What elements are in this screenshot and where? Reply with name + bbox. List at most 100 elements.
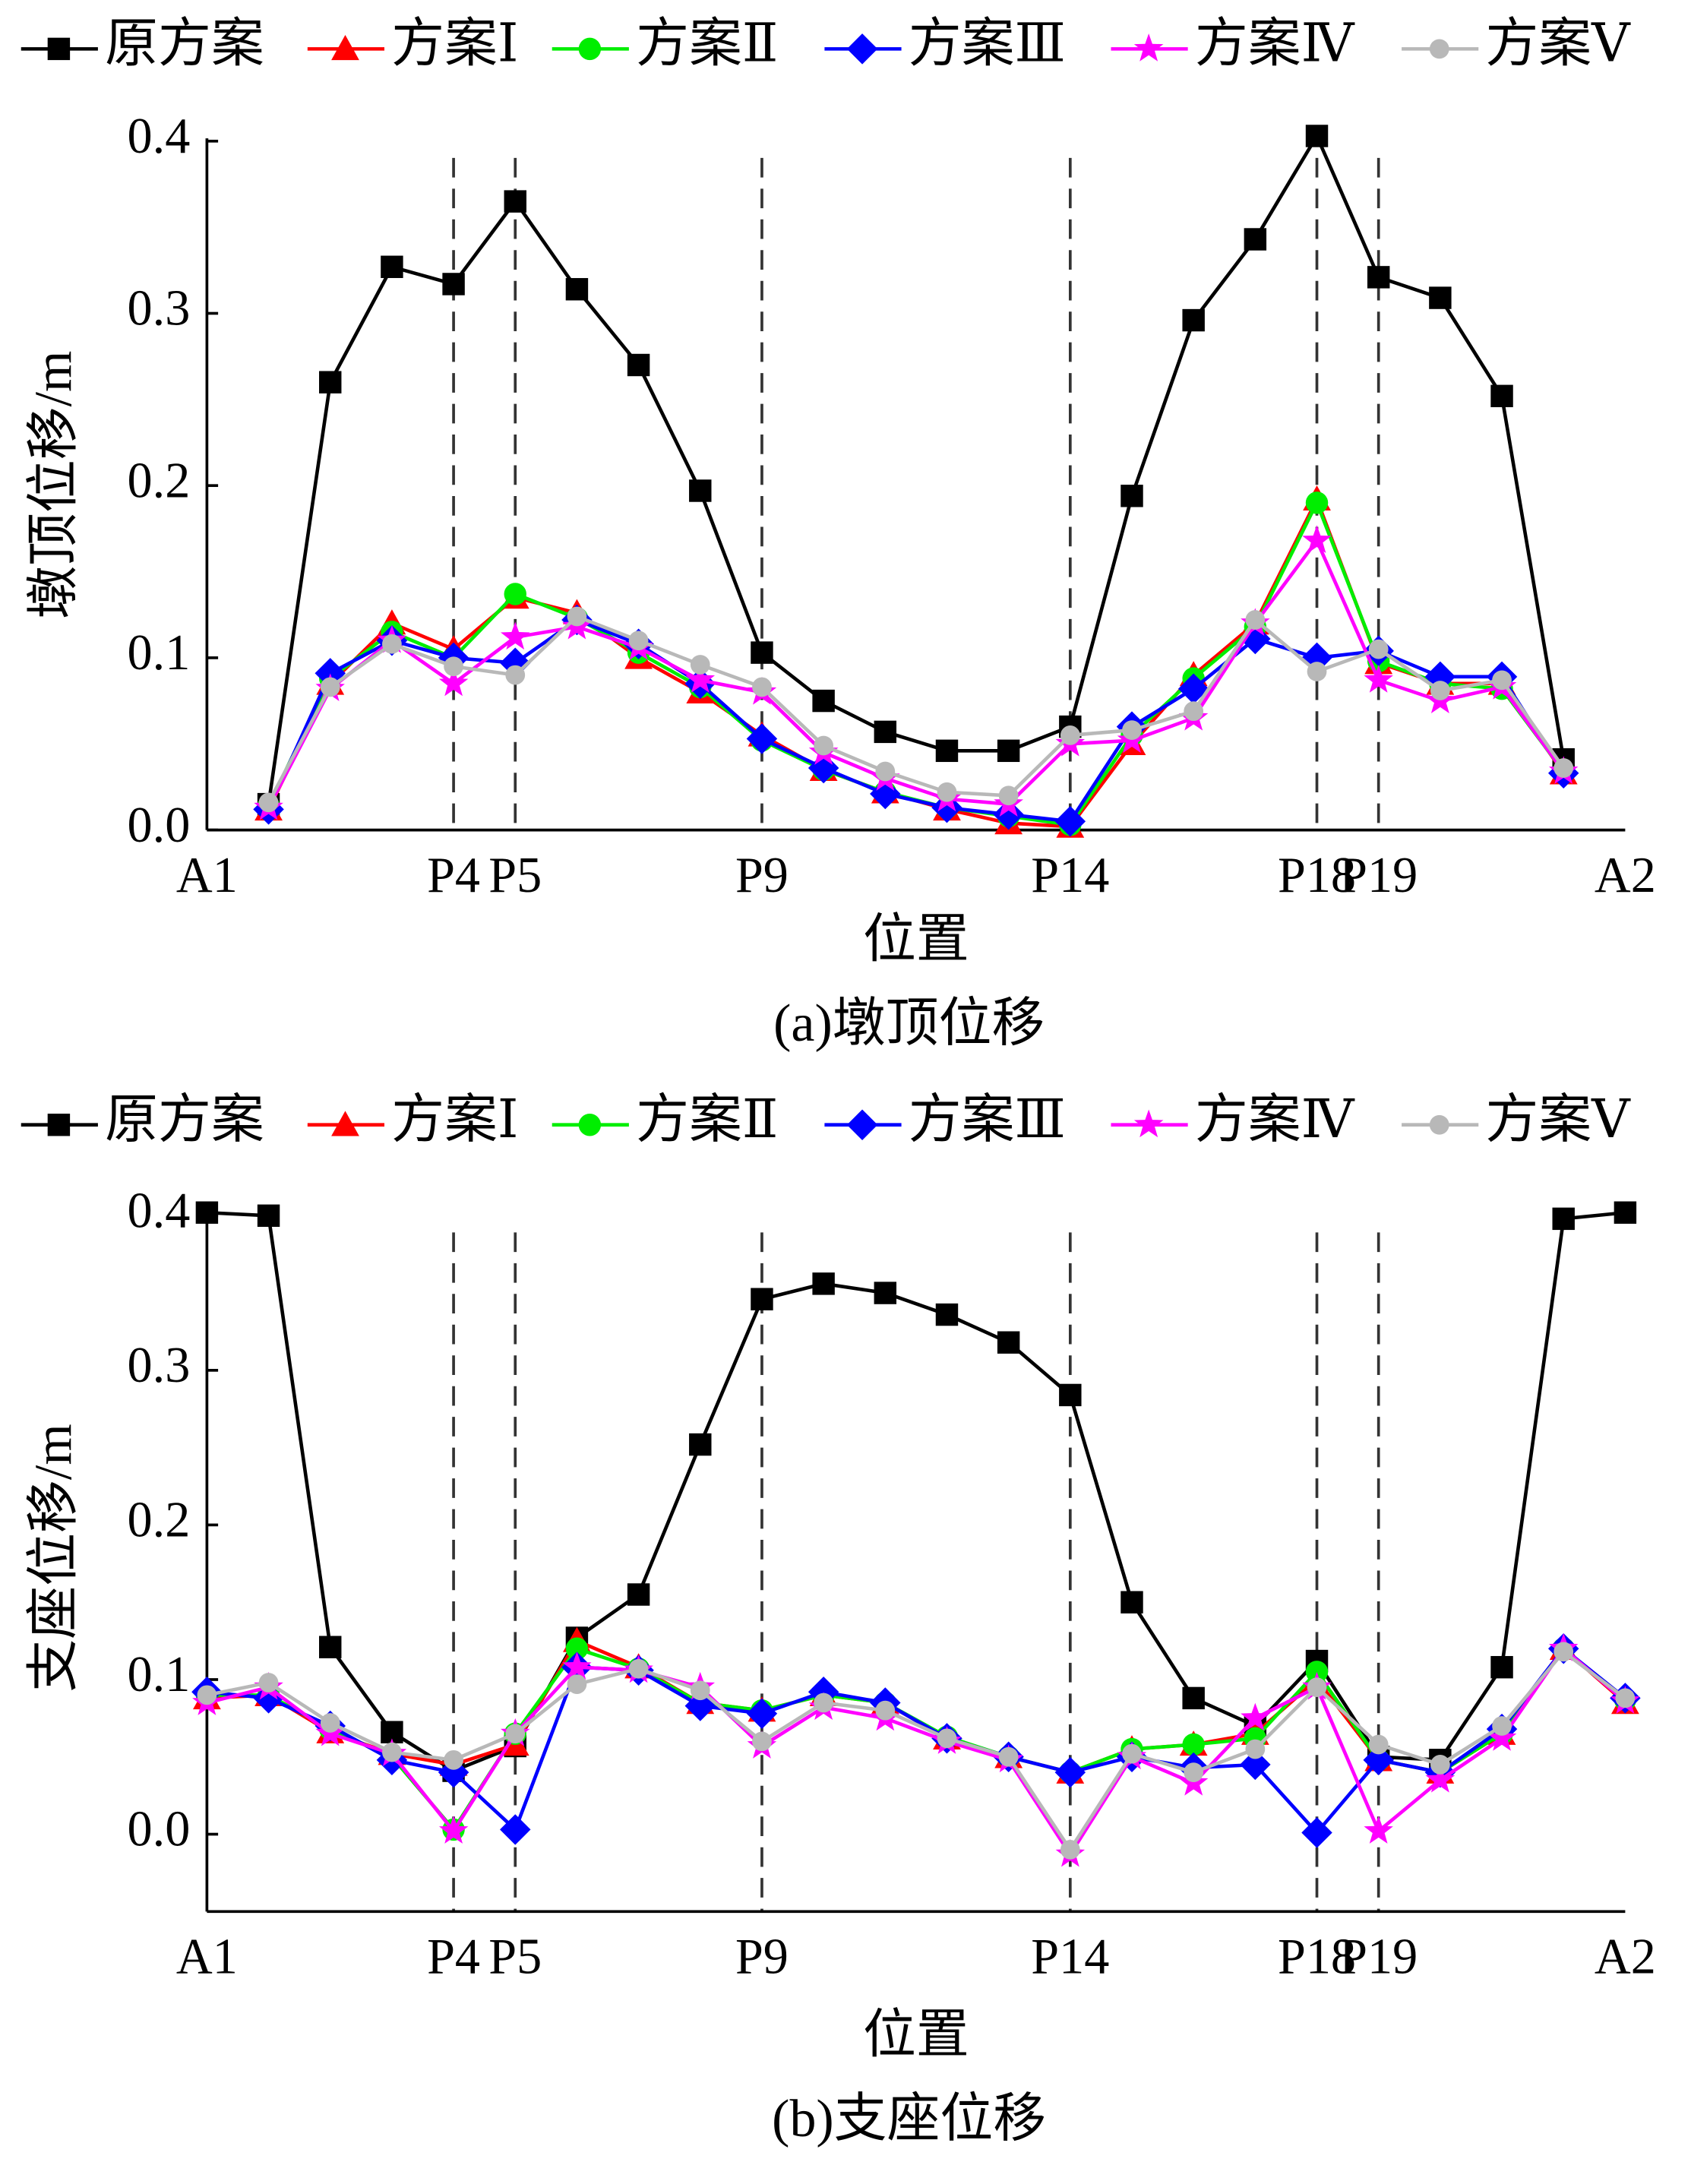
marker: [1367, 266, 1390, 289]
marker: [752, 677, 772, 697]
marker: [1614, 1201, 1637, 1224]
marker: [689, 1433, 712, 1456]
x-tick-label: A2: [1595, 1930, 1656, 1985]
x-tick-label: P14: [1031, 1930, 1109, 1985]
marker: [874, 1282, 897, 1304]
y-tick-label: 0.0: [128, 1802, 191, 1857]
marker: [1429, 286, 1452, 309]
marker: [1241, 1702, 1270, 1731]
legend-label: 方案Ⅲ: [909, 14, 1066, 73]
marker: [1430, 1755, 1450, 1775]
legend-marker: [846, 1109, 878, 1140]
marker: [381, 255, 403, 278]
marker: [746, 1698, 778, 1729]
marker: [1060, 725, 1080, 745]
marker: [1615, 1688, 1636, 1708]
marker: [1120, 1591, 1143, 1614]
legend-marker: [1429, 1114, 1449, 1135]
caption: (b)支座位移: [772, 2090, 1046, 2148]
marker: [1060, 1840, 1080, 1860]
marker: [1305, 125, 1329, 147]
marker: [1245, 610, 1266, 630]
y-axis-label: 支座位移/m: [24, 1424, 83, 1692]
marker: [875, 1700, 896, 1721]
x-tick-label: P4: [427, 848, 480, 903]
marker: [997, 1331, 1020, 1354]
marker: [1430, 681, 1450, 700]
marker: [814, 1693, 834, 1713]
marker: [752, 1731, 772, 1752]
marker: [935, 1303, 959, 1326]
x-tick-label: A2: [1595, 848, 1656, 903]
marker: [1552, 1207, 1575, 1231]
x-tick-label: P18: [1278, 848, 1356, 903]
marker: [567, 606, 587, 627]
series-line: [267, 131, 1566, 804]
marker: [444, 1749, 463, 1770]
marker: [1245, 1739, 1266, 1759]
marker: [504, 583, 526, 605]
marker: [1122, 1743, 1142, 1764]
marker: [504, 190, 526, 213]
marker: [1184, 701, 1204, 722]
marker: [814, 735, 834, 756]
x-tick-label: P14: [1031, 848, 1109, 903]
y-tick-label: 0.4: [128, 1183, 191, 1238]
marker: [628, 631, 649, 651]
marker: [258, 792, 279, 813]
legend-label: 方案Ⅳ: [1195, 1091, 1355, 1149]
legend-label: 方案Ⅰ: [391, 1091, 518, 1149]
caption: (a)墩顶位移: [773, 994, 1045, 1053]
marker: [258, 1673, 279, 1693]
marker: [1182, 1686, 1205, 1710]
marker: [998, 785, 1019, 806]
marker: [627, 353, 650, 377]
legend-label: 原方案: [105, 1091, 264, 1149]
y-tick-label: 0.2: [128, 1493, 191, 1548]
x-axis-label: 位置: [863, 910, 969, 969]
legend-marker: [578, 37, 602, 61]
marker: [690, 1680, 710, 1701]
marker: [812, 1272, 835, 1295]
marker: [993, 798, 1024, 830]
marker: [1364, 1816, 1393, 1844]
marker: [1120, 485, 1143, 507]
marker: [1305, 1661, 1329, 1683]
marker: [1122, 720, 1142, 740]
legend-label: 方案Ⅱ: [636, 14, 778, 73]
marker: [627, 1583, 650, 1606]
legend-label: 方案Ⅳ: [1195, 14, 1355, 73]
marker: [998, 1746, 1019, 1767]
marker: [565, 278, 589, 301]
legend-label: 方案Ⅰ: [391, 14, 518, 73]
marker: [1054, 1756, 1086, 1788]
legend-label: 方案Ⅴ: [1485, 1091, 1631, 1149]
marker: [1487, 1723, 1517, 1751]
marker: [501, 621, 530, 650]
marker: [751, 1288, 773, 1310]
marker: [438, 1816, 469, 1844]
y-tick-label: 0.2: [128, 453, 191, 508]
x-tick-label: P19: [1339, 848, 1418, 903]
x-tick-label: A1: [176, 1930, 238, 1985]
marker: [1305, 491, 1329, 514]
marker: [195, 1201, 219, 1224]
legend-marker: [331, 1111, 359, 1136]
y-tick-label: 0.1: [128, 625, 191, 681]
marker: [319, 1636, 342, 1658]
series-line: [206, 1649, 1626, 1854]
marker: [1490, 384, 1513, 408]
x-tick-label: P18: [1278, 1930, 1356, 1985]
marker: [1364, 665, 1393, 693]
marker: [442, 273, 465, 296]
marker: [1554, 1642, 1574, 1662]
marker: [382, 634, 402, 654]
y-axis-label: 墩顶位移/m: [24, 351, 83, 619]
series-line: [267, 537, 1566, 809]
marker: [689, 479, 712, 502]
marker: [1182, 308, 1205, 332]
marker: [874, 720, 897, 744]
legend-marker: [47, 1114, 71, 1136]
y-tick-label: 0.3: [128, 1338, 191, 1393]
